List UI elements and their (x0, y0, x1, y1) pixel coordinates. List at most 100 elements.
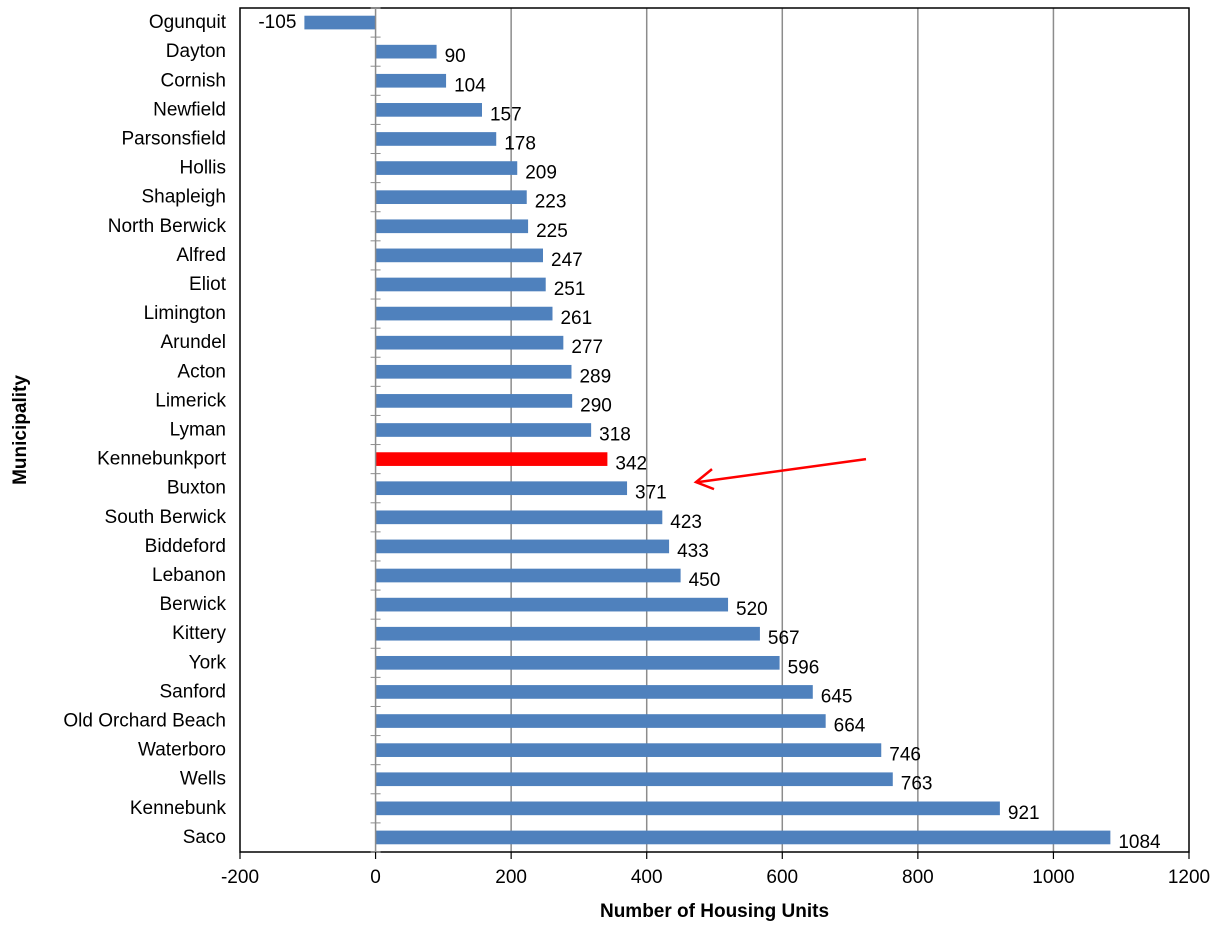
data-label: 645 (821, 686, 853, 707)
data-label: 209 (525, 163, 557, 184)
data-label: 277 (571, 337, 603, 358)
category-label: Parsonsfield (121, 128, 226, 149)
category-label: Buxton (167, 478, 226, 499)
data-label: 921 (1008, 803, 1040, 824)
category-label: Old Orchard Beach (63, 711, 226, 732)
bar (375, 452, 608, 466)
bar (375, 568, 681, 583)
bars (304, 15, 1111, 845)
category-label: York (189, 652, 227, 673)
category-label: Berwick (159, 594, 226, 615)
category-label: Arundel (161, 332, 227, 353)
data-label: 664 (834, 716, 866, 737)
data-label: 596 (788, 657, 820, 678)
category-label: Kennebunk (130, 798, 227, 819)
bar (375, 655, 780, 670)
bar (375, 743, 882, 757)
category-label: Saco (183, 827, 226, 848)
category-label: Limerick (155, 390, 226, 411)
bar (375, 161, 518, 175)
data-label: 223 (535, 192, 567, 213)
category-label: Dayton (166, 41, 226, 62)
bar (375, 714, 826, 728)
bar (375, 190, 527, 205)
x-tick-label: 1000 (1032, 867, 1074, 888)
y-axis-title: Municipality (10, 375, 31, 485)
category-label: Newfield (153, 99, 226, 120)
data-label: 290 (580, 395, 612, 416)
data-label: 433 (677, 541, 709, 562)
data-label: 318 (599, 425, 631, 446)
data-label: 225 (536, 221, 568, 242)
bar (375, 132, 497, 146)
category-label: Ogunquit (149, 12, 227, 33)
category-label: Cornish (161, 70, 226, 91)
bar (375, 801, 1000, 816)
data-label: 251 (554, 279, 586, 300)
x-axis-title: Number of Housing Units (600, 901, 829, 922)
data-label: 423 (670, 512, 702, 533)
data-label: 157 (490, 104, 522, 125)
bar (375, 481, 628, 496)
data-label: 104 (454, 75, 486, 96)
data-label: 450 (689, 570, 721, 591)
category-label: Lebanon (152, 565, 226, 586)
bar (375, 73, 447, 88)
labels: Ogunquit -105 Dayton 90 Cornish 104 Newfield 15… (63, 12, 1210, 888)
category-label: Acton (177, 361, 226, 382)
bar (375, 335, 564, 350)
bar (375, 248, 544, 263)
data-label: 261 (560, 308, 592, 329)
bar (375, 772, 893, 787)
x-tick-label: -200 (221, 867, 259, 888)
x-tick-label: 1200 (1168, 867, 1210, 888)
data-label: 1084 (1118, 832, 1161, 853)
bar (375, 364, 572, 379)
x-tick-label: 200 (495, 867, 527, 888)
bar (375, 44, 437, 59)
category-label: Sanford (159, 681, 226, 702)
bar (304, 15, 376, 30)
category-label: Kennebunkport (97, 449, 227, 470)
annotation-arrow (697, 457, 867, 484)
category-label: North Berwick (108, 216, 227, 237)
axes (239, 7, 1190, 859)
bar (375, 597, 729, 612)
bar (375, 394, 573, 408)
bar (375, 510, 663, 525)
bar (375, 626, 760, 641)
data-label: 567 (768, 628, 800, 649)
bar (375, 423, 592, 437)
data-label: 289 (579, 366, 611, 387)
category-label: Shapleigh (141, 187, 226, 208)
x-tick-label: 800 (902, 867, 934, 888)
data-label: 746 (889, 745, 921, 766)
bar (375, 277, 546, 292)
data-label: 371 (635, 483, 667, 504)
x-tick-label: 400 (631, 867, 663, 888)
bar (375, 685, 813, 699)
data-label: 520 (736, 599, 768, 620)
annotations (693, 457, 867, 491)
category-label: Lyman (170, 420, 226, 441)
category-label: Limington (144, 303, 226, 324)
plot-border (239, 7, 1190, 853)
bar (375, 306, 553, 321)
category-label: Waterboro (138, 740, 226, 761)
data-label: 247 (551, 250, 583, 271)
annotation-arrowhead (693, 468, 715, 491)
bar (375, 539, 670, 554)
category-label: Eliot (189, 274, 227, 295)
category-label: Biddeford (145, 536, 226, 557)
bar (375, 219, 529, 234)
data-label: -105 (258, 12, 296, 33)
category-label: Alfred (176, 245, 226, 266)
bar (375, 830, 1111, 845)
gridlines (510, 8, 1055, 852)
data-label: 763 (901, 774, 933, 795)
category-label: Hollis (180, 158, 226, 179)
category-label: South Berwick (105, 507, 227, 528)
bar (375, 103, 482, 117)
